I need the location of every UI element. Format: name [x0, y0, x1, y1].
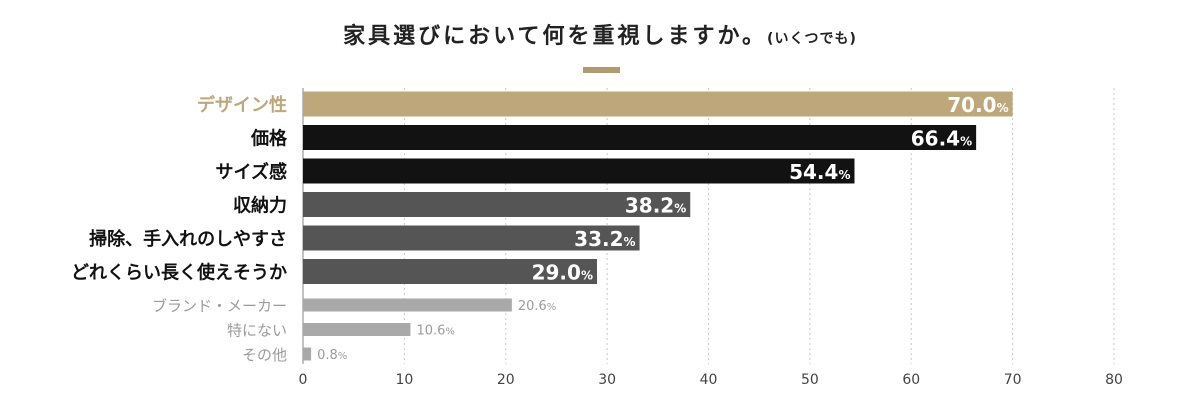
value-label: 20.6%: [518, 299, 556, 314]
bar-6: [303, 298, 512, 312]
category-label: デザイン性: [197, 94, 287, 116]
value-unit: %: [624, 235, 636, 249]
x-tick-label: 60: [902, 372, 920, 388]
chart-title-note: (いくつでも): [767, 31, 857, 47]
value-number: 20.6: [518, 299, 547, 314]
value-number: 10.6: [416, 324, 445, 339]
value-label: 38.2%: [625, 194, 686, 218]
value-unit: %: [445, 327, 455, 338]
x-tick-label: 20: [497, 372, 515, 388]
value-label: 54.4%: [789, 160, 850, 184]
value-unit: %: [338, 351, 348, 362]
x-tick-label: 50: [801, 372, 819, 388]
bar-3: [303, 192, 691, 217]
x-tick-label: 0: [299, 372, 308, 388]
value-label: 33.2%: [574, 227, 635, 251]
category-label: 特にない: [227, 322, 287, 340]
value-number: 66.4: [911, 127, 960, 151]
bar-5: [303, 259, 597, 284]
value-unit: %: [838, 168, 850, 182]
bar-2: [303, 158, 855, 184]
value-number: 54.4: [789, 160, 838, 184]
bar-8: [303, 347, 312, 361]
value-number: 38.2: [625, 194, 674, 218]
value-number: 0.8: [317, 348, 338, 363]
value-label: 0.8%: [317, 348, 347, 363]
bar-0: [303, 91, 1013, 117]
x-tick-label: 40: [700, 372, 718, 388]
bar-4: [303, 225, 640, 251]
bar-1: [303, 125, 977, 150]
value-unit: %: [581, 269, 593, 283]
value-unit: %: [960, 135, 972, 149]
x-tick-label: 70: [1004, 372, 1022, 388]
value-unit: %: [997, 101, 1009, 115]
value-unit: %: [674, 202, 686, 216]
x-tick-label: 30: [598, 372, 616, 388]
value-label: 29.0%: [532, 261, 593, 285]
category-label: 掃除、手入れのしやすさ: [89, 228, 287, 250]
category-label: その他: [242, 346, 287, 364]
x-tick-label: 80: [1105, 372, 1123, 388]
chart-title-main: 家具選びにおいて何を重視しますか。: [343, 24, 768, 49]
category-label: ブランド・メーカー: [152, 297, 287, 315]
value-number: 33.2: [574, 227, 623, 251]
category-label: 価格: [250, 128, 288, 150]
value-label: 66.4%: [911, 127, 972, 151]
value-label: 10.6%: [416, 324, 454, 339]
value-unit: %: [547, 302, 557, 313]
category-label: サイズ感: [216, 161, 287, 183]
x-tick-label: 10: [395, 372, 413, 388]
category-label: どれくらい長く使えそうか: [71, 263, 287, 284]
bar-7: [303, 323, 411, 336]
category-label: 収納力: [233, 195, 287, 217]
value-number: 29.0: [532, 261, 581, 285]
value-number: 70.0: [947, 93, 996, 117]
chart-title: 家具選びにおいて何を重視しますか。(いくつでも): [0, 18, 1200, 50]
value-label: 70.0%: [947, 93, 1008, 117]
title-underline-rule: [583, 67, 620, 73]
